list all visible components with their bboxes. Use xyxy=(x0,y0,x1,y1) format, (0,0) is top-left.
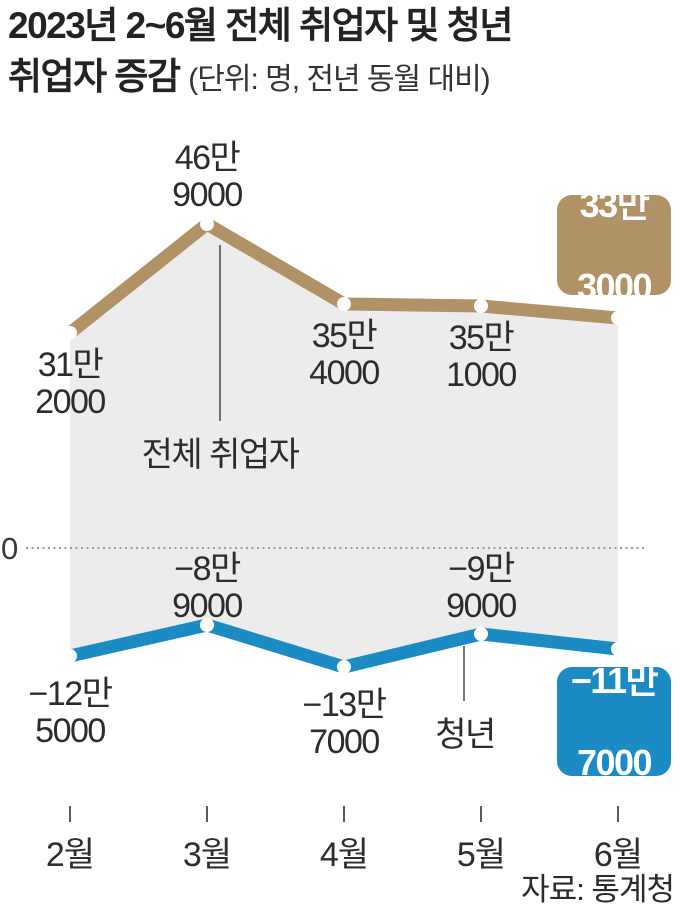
youth-latest-badge: −11만 7000 xyxy=(557,660,671,783)
data-point xyxy=(63,326,77,340)
fill-between-area xyxy=(70,224,618,667)
point-value-label: 46만 9000 xyxy=(127,140,287,214)
value-line-1: −8만 xyxy=(174,550,241,588)
x-axis-month-label: 3월 xyxy=(182,836,232,874)
value-line-2: 7000 xyxy=(309,723,380,761)
value-line-2: 3000 xyxy=(576,265,653,307)
value-line-1: 33만 xyxy=(579,183,650,225)
data-point xyxy=(200,217,214,231)
value-line-2: 5000 xyxy=(35,712,106,750)
data-point xyxy=(611,642,625,656)
source-label: 자료: 통계청 xyxy=(521,872,675,907)
zero-axis-label: 0 xyxy=(1,531,19,566)
value-line-1: −9만 xyxy=(448,550,515,588)
value-line-2: 9000 xyxy=(446,587,517,625)
data-point xyxy=(611,311,625,325)
x-axis-month-label: 2월 xyxy=(45,836,95,874)
value-line-2: 1000 xyxy=(446,356,517,394)
value-line-1: 31만 xyxy=(37,346,104,384)
chart-unit-note: (단위: 명, 전년 동월 대비) xyxy=(188,63,490,96)
point-value-label: −8만 9000 xyxy=(127,551,287,625)
point-value-label: 35만 4000 xyxy=(264,318,424,392)
chart-title-line2: 취업자 증감 xyxy=(8,56,181,97)
value-line-1: 35만 xyxy=(448,319,515,357)
x-axis-month-label: 6월 xyxy=(593,836,643,874)
value-line-2: 7000 xyxy=(576,742,653,783)
data-point xyxy=(337,660,351,674)
value-line-1: −12만 xyxy=(28,675,113,713)
youth-series-label: 청년 xyxy=(435,716,496,754)
point-value-label: 31만 2000 xyxy=(0,347,150,421)
data-point xyxy=(63,649,77,663)
value-line-1: 46만 xyxy=(174,139,241,177)
value-line-2: 4000 xyxy=(309,354,380,392)
x-axis-month-label: 5월 xyxy=(456,836,506,874)
chart-title-line1: 2023년 2~6월 전체 취업자 및 청년 xyxy=(8,5,513,46)
point-value-label: 35만 1000 xyxy=(401,320,561,394)
point-value-label: −9만 9000 xyxy=(401,551,561,625)
x-axis-month-label: 4월 xyxy=(319,836,369,874)
value-line-1: −13만 xyxy=(302,686,387,724)
data-point xyxy=(200,618,214,632)
value-line-1: −11만 xyxy=(570,660,659,701)
value-line-2: 9000 xyxy=(172,587,243,625)
value-line-1: 35만 xyxy=(311,317,378,355)
total-latest-badge: 33만 3000 xyxy=(557,184,671,307)
value-line-2: 2000 xyxy=(35,383,106,421)
point-value-label: −12만 5000 xyxy=(0,676,150,750)
data-point xyxy=(337,297,351,311)
data-point xyxy=(474,299,488,313)
value-line-2: 9000 xyxy=(172,176,243,214)
total-series-label: 전체 취업자 xyxy=(141,436,300,474)
data-point xyxy=(474,627,488,641)
point-value-label: −13만 7000 xyxy=(264,687,424,761)
